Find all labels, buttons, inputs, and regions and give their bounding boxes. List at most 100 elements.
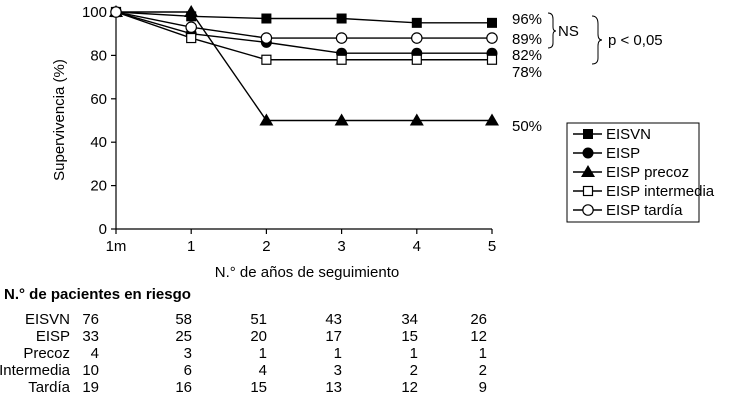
legend-marker — [582, 147, 594, 159]
risk-row: EISVN 76 58 51 43 34 26 — [25, 311, 487, 328]
risk-table-title: N.° de pacientes en riesgo — [4, 286, 191, 303]
x-tick-label: 2 — [262, 238, 270, 255]
legend-marker — [581, 165, 595, 177]
risk-row-label: Tardía — [28, 379, 70, 396]
data-point — [411, 17, 422, 28]
data-point — [487, 17, 497, 28]
data-point — [259, 113, 274, 126]
risk-cell: 51 — [250, 311, 267, 328]
risk-cell: 3 — [184, 345, 192, 362]
risk-row: Tardía 19 16 15 13 12 9 — [28, 379, 487, 396]
risk-row-label: EISVN — [25, 311, 70, 328]
risk-row-label: Precoz — [23, 345, 70, 362]
ns-label: NS — [558, 23, 579, 40]
risk-cell: 19 — [82, 379, 99, 396]
risk-cell: 2 — [410, 362, 418, 379]
risk-cell: 4 — [259, 362, 267, 379]
risk-cell: 43 — [325, 311, 342, 328]
risk-cell: 20 — [250, 328, 267, 345]
risk-cell: 25 — [175, 328, 192, 345]
legend-label: EISP tardía — [606, 202, 683, 219]
data-point — [334, 113, 349, 126]
x-tick-label: 1 — [187, 238, 195, 255]
risk-row: EISP 33 25 20 17 15 12 — [36, 328, 487, 345]
end-label: 50% — [512, 118, 542, 135]
risk-cell: 58 — [175, 311, 192, 328]
series-layer — [109, 5, 499, 126]
legend-label: EISP — [606, 145, 640, 162]
data-point — [410, 32, 423, 44]
x-axis-title: N.° de años de seguimiento — [215, 264, 399, 281]
legend-label: EISP precoz — [606, 164, 689, 181]
p-value-bracket — [591, 15, 603, 65]
data-point — [486, 32, 498, 44]
risk-cell: 9 — [479, 379, 487, 396]
data-point — [411, 54, 422, 65]
legend-marker — [583, 129, 593, 139]
legend: EISVN EISP EISP precoz EISP intermedia EISP … — [566, 122, 715, 223]
legend-label: EISP intermedia — [606, 183, 715, 200]
series-line — [116, 11, 492, 122]
series-eisvn — [111, 7, 497, 28]
risk-cell: 13 — [325, 379, 342, 396]
x-tick-label: 1m — [106, 238, 127, 255]
legend-marker — [582, 204, 594, 216]
legend-item: EISP intermedia — [573, 183, 715, 200]
series-line — [115, 11, 492, 61]
risk-cell: 33 — [82, 328, 99, 345]
y-tick-label: 20 — [90, 178, 107, 195]
legend-item: EISP — [573, 145, 640, 162]
risk-cell: 1 — [479, 345, 487, 362]
risk-cell: 1 — [410, 345, 418, 362]
data-point — [485, 113, 499, 126]
risk-cell: 10 — [82, 362, 99, 379]
data-point — [261, 13, 272, 24]
series-eisp-precoz — [109, 5, 499, 126]
data-point — [261, 54, 272, 65]
risk-row-label: Intermedia — [0, 362, 71, 379]
risk-cell: 4 — [91, 345, 99, 362]
risk-cell: 16 — [175, 379, 192, 396]
risk-cell: 2 — [479, 362, 487, 379]
legend-label: EISVN — [606, 126, 651, 143]
data-point — [260, 32, 273, 44]
labels-layer: 96% 89%82%78% 50% NS p < 0,05 — [512, 11, 663, 135]
data-point — [336, 13, 347, 24]
risk-cell: 15 — [250, 379, 267, 396]
end-label: 89% — [512, 31, 542, 48]
risk-cell: 15 — [401, 328, 418, 345]
data-point — [335, 32, 348, 44]
risk-cell: 34 — [401, 311, 418, 328]
series-line — [115, 11, 492, 24]
risk-row-label: EISP — [36, 328, 70, 345]
end-label: 78% — [512, 64, 542, 81]
series-line — [115, 11, 492, 39]
axes: 0 20 40 60 80 100 1m 1 2 3 4 5 Supervivencia (%) N.° … — [51, 4, 496, 281]
data-point — [486, 54, 498, 65]
y-tick-label: 0 — [99, 221, 107, 238]
series-eisp-intermedia — [110, 6, 498, 65]
p-value-label: p < 0,05 — [608, 32, 663, 49]
data-point — [185, 21, 197, 33]
y-tick-label: 60 — [90, 91, 107, 108]
risk-cell: 12 — [470, 328, 487, 345]
risk-row: Intermedia 10 6 4 3 2 2 — [0, 362, 487, 379]
data-point — [186, 32, 197, 44]
risk-cell: 76 — [82, 311, 99, 328]
y-tick-label: 100 — [82, 4, 107, 21]
risk-row: Precoz 4 3 1 1 1 1 — [23, 345, 487, 362]
end-label: 82% — [512, 47, 542, 64]
risk-cell: 1 — [334, 345, 342, 362]
data-point — [184, 5, 199, 17]
x-tick-label: 3 — [337, 238, 345, 255]
risk-cell: 17 — [325, 328, 342, 345]
risk-cell: 12 — [401, 379, 418, 396]
y-axis-title: Supervivencia (%) — [51, 59, 68, 181]
x-tick-label: 5 — [488, 238, 496, 255]
risk-cell: 1 — [259, 345, 267, 362]
end-label: 96% — [512, 11, 542, 28]
legend-item: EISP tardía — [573, 202, 683, 219]
ns-bracket — [547, 12, 557, 49]
